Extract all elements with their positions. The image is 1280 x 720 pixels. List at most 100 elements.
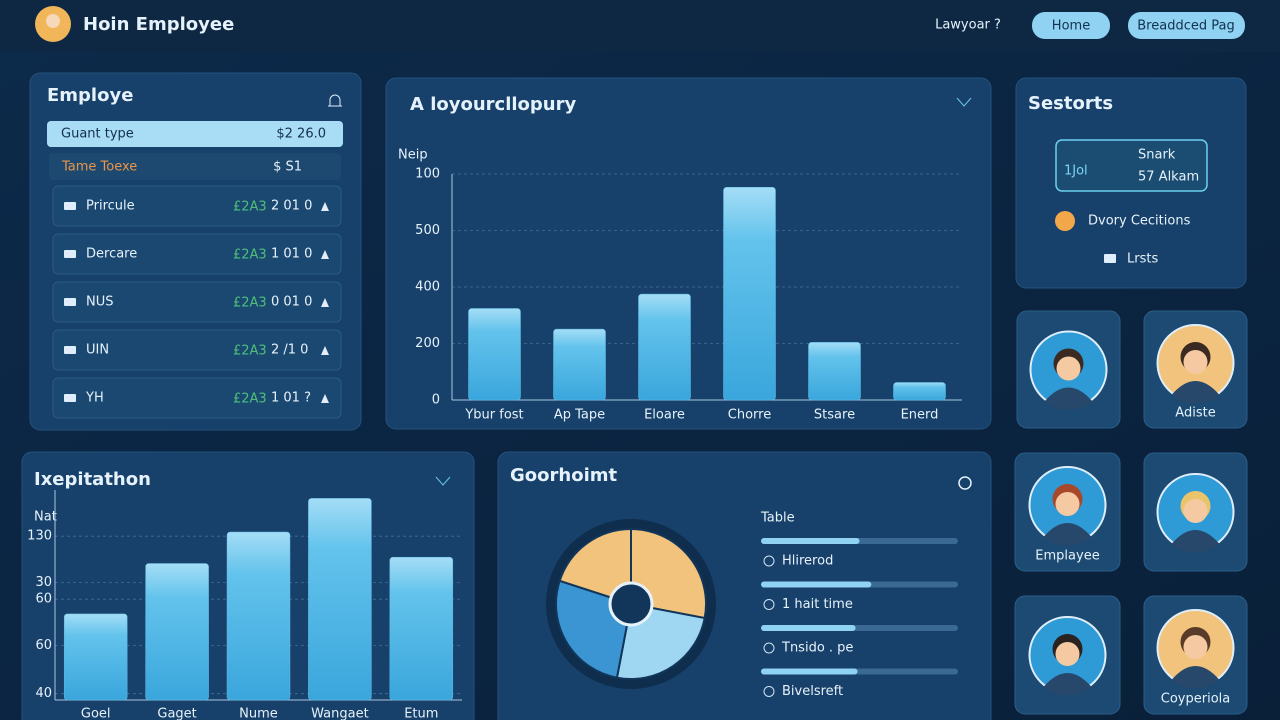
row-value: 1 01 ? [271, 391, 311, 406]
row-value: 2 /1 0 [271, 343, 308, 358]
person-caption: Adiste [1175, 406, 1215, 421]
bell-icon[interactable] [328, 94, 342, 107]
employee-row[interactable] [52, 377, 342, 419]
person-caption: Coyperiola [1161, 692, 1230, 707]
bar[interactable] [723, 187, 776, 401]
row-arrow[interactable] [321, 202, 329, 211]
home-button-label[interactable]: Home [1052, 19, 1090, 34]
avatar-face [1055, 492, 1080, 516]
chart-title: Ixepitathon [34, 469, 151, 490]
bar[interactable] [468, 308, 521, 401]
chart-title: A loyourcllopury [410, 94, 576, 115]
item-icon [763, 642, 775, 654]
avatar-face [1055, 642, 1080, 666]
item-label[interactable]: Tnsido . pe [781, 641, 853, 656]
bar[interactable] [308, 498, 372, 701]
row-arrow[interactable] [321, 298, 329, 307]
item-icon [1055, 211, 1075, 231]
bar[interactable] [893, 382, 946, 401]
row-tag: £2A3 [233, 392, 267, 407]
row-arrow[interactable] [321, 346, 329, 355]
stats-bottom: 57 Alkam [1138, 170, 1199, 185]
bar[interactable] [63, 613, 128, 701]
row-label: NUS [86, 295, 114, 310]
panel-title: Employe [47, 85, 133, 106]
logo-face [46, 14, 60, 28]
row-value: 0 01 0 [271, 295, 312, 310]
chart-title: Goorhoimt [510, 465, 617, 486]
row-arrow[interactable] [321, 250, 329, 259]
item-label[interactable]: Bivelsreft [782, 684, 843, 699]
options-icon[interactable] [958, 476, 972, 490]
y-tick-label: 100 [415, 167, 440, 182]
bar[interactable] [226, 531, 291, 701]
home-button[interactable] [1032, 12, 1110, 39]
row-icon [64, 346, 76, 354]
highlight-value: $2 26.0 [276, 127, 326, 142]
row-tag: £2A3 [233, 248, 267, 263]
y-tick-label: 130 [27, 529, 52, 544]
employee-row[interactable] [52, 329, 342, 371]
item-icon [763, 555, 775, 567]
item-icon [763, 686, 775, 697]
dropdown-icon[interactable] [956, 97, 972, 107]
row-tag: £2A3 [233, 296, 267, 311]
bar[interactable] [638, 293, 691, 401]
stats-card[interactable] [1055, 139, 1208, 192]
employee-row[interactable] [52, 281, 342, 323]
stats-title: Sestorts [1028, 93, 1113, 114]
dropdown-icon[interactable] [435, 476, 451, 486]
row-icon [64, 202, 76, 210]
sub-row-label: Tame Toexe [61, 160, 137, 175]
people-cards: Adiste Emplayee Coyperiola [1014, 310, 1248, 715]
avatar-body [1171, 530, 1220, 553]
bar[interactable] [145, 563, 209, 701]
x-tick-label: Goel [81, 707, 111, 720]
bar[interactable] [389, 556, 454, 701]
stats-item[interactable]: Dvory Cecitions [1088, 214, 1191, 229]
row-icon [64, 394, 76, 402]
x-tick-label: Enerd [901, 408, 939, 423]
bar[interactable] [553, 328, 606, 401]
avatar-body [1171, 666, 1220, 689]
pie-slice[interactable] [558, 527, 632, 606]
bar[interactable] [808, 342, 861, 401]
x-tick-label: Ybur fost [464, 408, 523, 423]
x-tick-label: Eloare [644, 408, 685, 423]
sub-row-value: $ S1 [273, 160, 302, 175]
page-button-label[interactable]: Breaddced Pag [1137, 19, 1234, 34]
app-title: Hoin Employee [83, 14, 234, 35]
header-link[interactable]: Lawyoar ? [935, 18, 1001, 33]
item-label[interactable]: 1 hait time [782, 597, 853, 612]
row-tag: £2A3 [233, 200, 267, 215]
bar-chart: Ixepitathon Nat 40 60 60 30 130 Goel Gaget Nume Wa… [27, 469, 462, 720]
row-label: Prircule [86, 199, 135, 214]
avatar-face [1183, 350, 1208, 374]
x-tick-label: Wangaet [311, 707, 369, 720]
progress-bar [761, 538, 860, 544]
employee-row[interactable] [52, 233, 342, 275]
y-tick-label: 60 [35, 638, 52, 653]
donut-hole [608, 581, 654, 627]
row-label: Dercare [86, 247, 137, 262]
row-arrow[interactable] [321, 394, 329, 403]
bar-chart: A loyourcllopury Neip 0 200 400 500 100 Ybur fo… [398, 94, 962, 423]
avatar-face [1183, 635, 1208, 659]
highlight-row[interactable] [47, 121, 343, 147]
page-button[interactable] [1128, 12, 1245, 39]
x-tick-label: Ap Tape [554, 408, 605, 423]
item-label[interactable]: Hlirerod [782, 554, 833, 569]
x-tick-label: Gaget [157, 707, 196, 720]
avatar-body [1043, 523, 1092, 546]
y-tick-label: 30 [35, 575, 52, 590]
legend-label: Neip [398, 148, 428, 163]
employee-row[interactable] [52, 185, 342, 227]
row-value: 1 01 0 [271, 247, 312, 262]
y-tick-label: 400 [415, 280, 440, 295]
avatar-face [1183, 499, 1208, 523]
stats-item[interactable]: Lrsts [1127, 252, 1158, 267]
item-icon [763, 599, 775, 610]
x-tick-label: Stsare [814, 408, 855, 423]
sub-row[interactable] [49, 153, 341, 180]
